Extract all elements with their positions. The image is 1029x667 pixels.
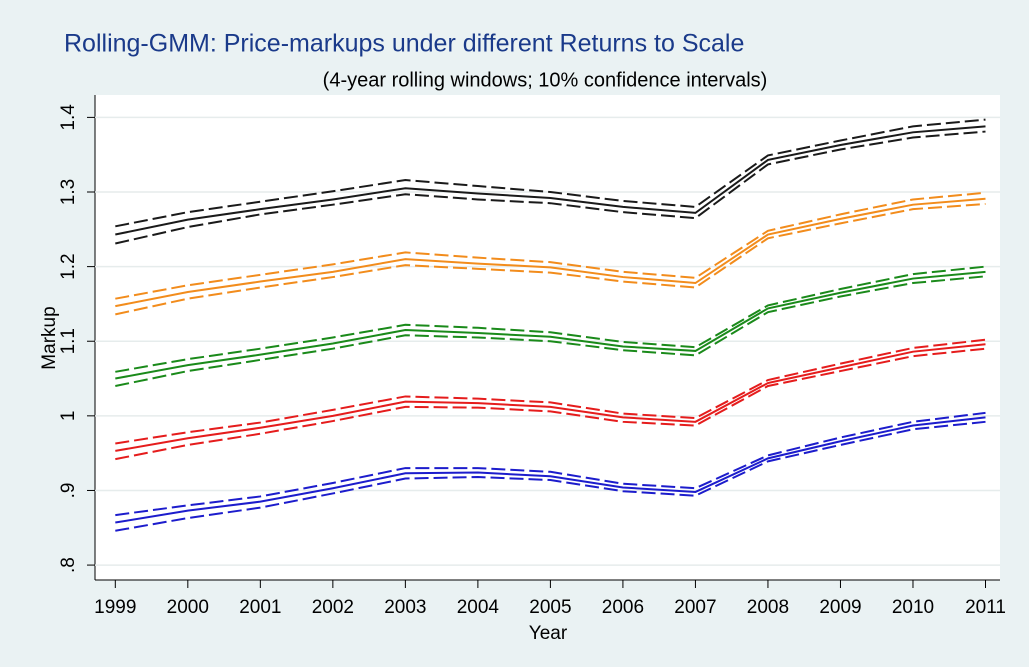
y-tick-label: 1.2: [58, 253, 79, 279]
chart-title: Rolling-GMM: Price-markups under differe…: [64, 30, 744, 58]
x-tick-label: 2007: [674, 597, 716, 618]
series-line: [115, 343, 986, 452]
series-line: [115, 125, 986, 236]
y-tick-label: 1: [58, 411, 79, 422]
series-line: [115, 191, 986, 300]
x-tick-label: 2003: [384, 597, 426, 618]
series-line: [115, 270, 986, 380]
chart-subtitle: (4-year rolling windows; 10% confidence …: [323, 69, 768, 91]
series-line: [115, 411, 986, 517]
series-line: [115, 338, 986, 445]
series-line: [115, 347, 986, 461]
series-line: [115, 130, 986, 245]
y-tick-label: .9: [58, 483, 79, 499]
x-tick-label: 2008: [747, 597, 789, 618]
x-tick-label: 2009: [819, 597, 861, 618]
series-line: [115, 265, 986, 373]
x-axis-title: Year: [529, 623, 568, 644]
y-axis-title: Markup: [39, 306, 60, 369]
x-tick-label: 2000: [167, 597, 209, 618]
x-tick-label: 2011: [965, 597, 1006, 618]
x-tick-label: 2006: [602, 597, 644, 618]
series-line: [115, 416, 986, 524]
x-tick-label: 2010: [892, 597, 934, 618]
y-tick-label: 1.4: [58, 104, 79, 131]
y-tick-label: 1.3: [58, 179, 79, 205]
x-tick-label: 2005: [529, 597, 571, 618]
x-tick-label: 2001: [239, 597, 281, 618]
series-line: [115, 420, 986, 532]
x-tick-label: 2004: [457, 597, 500, 618]
x-tick-label: 2002: [312, 597, 354, 618]
y-tick-label: .8: [58, 557, 79, 573]
x-tick-label: 1999: [94, 597, 136, 618]
series-line: [115, 275, 986, 387]
series-line: [115, 197, 986, 308]
series-line: [115, 118, 986, 228]
y-tick-label: 1.1: [58, 328, 79, 354]
series-line: [115, 202, 986, 316]
